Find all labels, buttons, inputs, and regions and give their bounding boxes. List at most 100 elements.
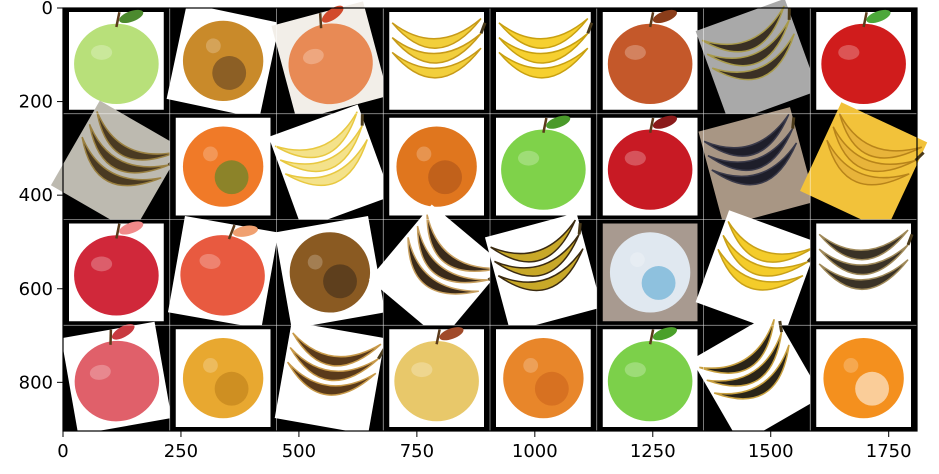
image-tile-banana — [810, 219, 917, 326]
y-tick-label: 400 — [19, 185, 53, 206]
tile-photo — [602, 9, 698, 110]
banana-shape — [498, 32, 589, 64]
y-tick-label: 600 — [19, 279, 53, 300]
orange-spot — [855, 371, 890, 406]
x-tick-label: 1250 — [630, 441, 676, 462]
apple-shape — [394, 340, 479, 422]
apple-leaf — [652, 327, 677, 341]
orange-spot — [212, 56, 247, 90]
orange-highlight — [205, 38, 221, 54]
image-tiles — [50, 0, 928, 445]
image-tile-apple — [383, 325, 490, 431]
tile-photo — [816, 223, 914, 322]
tile-photo — [816, 329, 911, 427]
banana-stem — [360, 114, 364, 126]
apple-shape — [821, 23, 906, 105]
tile-photo — [69, 221, 164, 322]
x-tick-label: 1000 — [512, 441, 558, 462]
apple-leaf — [321, 5, 344, 23]
image-tile-banana — [268, 104, 392, 229]
apple-stem — [318, 13, 323, 29]
apple-highlight — [302, 48, 324, 65]
tile-photo — [484, 212, 602, 332]
image-tile-banana — [50, 100, 182, 233]
image-tile-banana — [698, 107, 816, 227]
orange-spot — [323, 264, 357, 299]
tile-photo — [274, 321, 386, 435]
apple-highlight — [624, 45, 646, 60]
tile-photo — [602, 115, 698, 216]
apple-leaf — [652, 9, 677, 24]
banana-shape — [699, 319, 775, 374]
banana-stem — [586, 22, 594, 34]
banana-stem — [778, 320, 784, 333]
apple-stem — [542, 117, 548, 134]
banana-shape — [279, 125, 363, 173]
banana-shape — [713, 344, 790, 400]
image-tile-banana — [695, 210, 819, 335]
apple-highlight — [199, 253, 221, 269]
apple-leaf — [119, 9, 144, 24]
banana-stem — [479, 22, 487, 34]
apple-shape — [74, 340, 160, 422]
orange-highlight — [416, 146, 432, 162]
tile-photo — [691, 312, 823, 445]
tile-photo — [167, 216, 279, 329]
banana-shape — [407, 237, 479, 295]
apple-shape — [74, 235, 159, 316]
y-tick-label: 200 — [19, 92, 53, 113]
tile-photo — [389, 117, 484, 216]
apple-leaf — [866, 9, 891, 24]
apple-highlight — [90, 45, 113, 60]
orange-spot — [428, 160, 463, 195]
apple-highlight — [838, 45, 860, 60]
banana-shape — [498, 18, 589, 49]
apple-leaf — [111, 323, 135, 340]
tile-photo — [496, 329, 591, 427]
apple-leaf — [119, 221, 144, 235]
image-tile-apple — [810, 8, 917, 114]
apple-stem — [648, 11, 655, 28]
tile-photo — [602, 327, 698, 427]
banana-shape — [498, 47, 589, 79]
x-tick-label: 1750 — [866, 441, 912, 462]
tile-photo — [389, 12, 487, 110]
apple-shape — [74, 23, 159, 105]
banana-stem — [906, 233, 914, 246]
banana-shape — [701, 5, 785, 53]
apple-leaf — [439, 327, 464, 341]
image-tile-apple — [63, 8, 170, 114]
image-tile-orange — [274, 216, 386, 329]
orange-spot — [214, 160, 249, 195]
banana-shape — [717, 248, 804, 291]
image-tile-apple — [596, 325, 704, 431]
banana-shape — [284, 139, 368, 187]
apple-stem — [227, 224, 236, 240]
banana-shape — [703, 113, 790, 157]
y-axis: 0 200 400 600 800 — [19, 0, 63, 393]
tile-photo — [496, 12, 594, 110]
image-tile-banana — [368, 204, 505, 341]
apple-shape — [180, 235, 265, 316]
apple-shape — [501, 129, 586, 210]
image-tile-banana — [695, 0, 819, 124]
tile-photo — [50, 100, 182, 233]
banana-shape — [826, 139, 910, 186]
image-tile-orange — [169, 113, 277, 220]
x-tick-label: 0 — [57, 441, 68, 462]
image-tile-apple — [63, 219, 170, 326]
apple-highlight — [90, 256, 113, 272]
banana-shape — [88, 123, 169, 174]
x-tick-label: 750 — [400, 441, 434, 462]
image-tile-apple — [596, 113, 704, 220]
image-tile-orange — [166, 3, 280, 119]
banana-shape — [706, 19, 790, 67]
banana-shape — [707, 128, 794, 171]
apple-highlight — [624, 362, 646, 378]
banana-shape — [711, 33, 795, 81]
banana-shape — [416, 225, 489, 284]
banana-shape — [292, 332, 382, 367]
banana-shape — [838, 113, 923, 159]
apple-shape — [607, 129, 693, 210]
